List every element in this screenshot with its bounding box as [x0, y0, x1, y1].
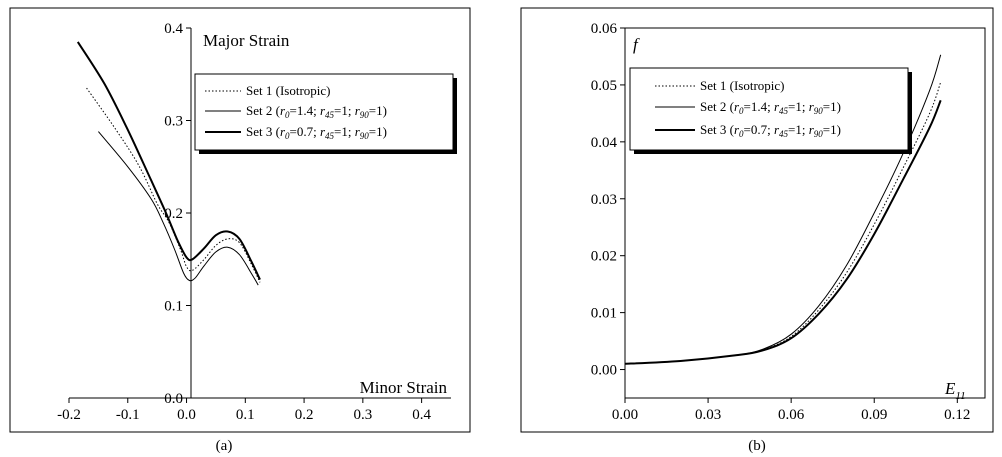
series-line-1	[86, 87, 261, 283]
panel-b-frame	[520, 7, 994, 433]
series-line-3	[624, 99, 942, 365]
series-line-3	[76, 41, 261, 281]
series-group-a	[76, 41, 261, 286]
y-axis-label-b: f	[633, 35, 640, 54]
x-tick-label: 0.00	[612, 407, 638, 423]
y-ticks-a: 0.00.10.20.30.4	[164, 21, 191, 407]
legend-a: Set 1 (Isotropic) Set 2 (r0=1.4; r45=1; …	[194, 73, 457, 154]
y-axis-label-a: Major Strain	[203, 31, 290, 50]
x-tick-label: 0.4	[412, 407, 431, 423]
x-ticks-a: -0.2 -0.1 0.0 0.1 0.2 0.3 0.4	[57, 398, 431, 423]
x-tick-label: -0.1	[116, 407, 140, 423]
legend-b: Set 1 (Isotropic) Set 2 (r0=1.4; r45=1; …	[629, 67, 912, 154]
legend-a-box	[194, 73, 454, 151]
x-tick-label: 0.3	[353, 407, 372, 423]
x-ticks-b: 0.00 0.03 0.06 0.09 0.12	[612, 398, 970, 423]
y-tick-label: 0.00	[591, 363, 617, 379]
y-tick-label: 0.4	[164, 21, 183, 37]
legend-b-label-3: Set 3 (r0=0.7; r45=1; r90=1)	[700, 122, 841, 139]
y-tick-label: 0.06	[591, 21, 618, 37]
x-tick-label: 0.06	[778, 407, 805, 423]
y-tick-label: 0.1	[164, 299, 183, 315]
legend-a-label-3: Set 3 (r0=0.7; r45=1; r90=1)	[246, 124, 387, 141]
y-tick-label: 0.03	[591, 192, 617, 208]
series-group-b	[624, 54, 942, 365]
x-tick-label: 0.1	[236, 407, 255, 423]
legend-b-label-2: Set 2 (r0=1.4; r45=1; r90=1)	[700, 99, 841, 116]
legend-a-label-1: Set 1 (Isotropic)	[246, 83, 330, 98]
legend-b-label-1: Set 1 (Isotropic)	[700, 78, 784, 93]
x-tick-label: 0.12	[944, 407, 970, 423]
x-tick-label: 0.03	[695, 407, 721, 423]
x-tick-label: -0.2	[57, 407, 81, 423]
legend-a-label-2: Set 2 (r0=1.4; r45=1; r90=1)	[246, 103, 387, 120]
y-tick-label: 0.01	[591, 306, 617, 322]
y-tick-label: 0.04	[591, 135, 618, 151]
y-tick-label: 0.02	[591, 249, 617, 265]
y-ticks-b: 0.00 0.01 0.02 0.03 0.04 0.05 0.06	[591, 21, 625, 379]
chart-a: -0.2 -0.1 0.0 0.1 0.2 0.3 0.4 0.00.10.20.30.4 …	[9, 7, 471, 454]
x-tick-label: 0.09	[861, 407, 887, 423]
x-tick-label: 0.0	[177, 407, 196, 423]
x-tick-label: 0.2	[295, 407, 314, 423]
caption-b: (b)	[748, 438, 766, 454]
y-tick-label: 0.05	[591, 78, 617, 94]
legend-b-box	[629, 67, 909, 151]
chart-b: 0.00 0.03 0.06 0.09 0.12 0.000.010.020.030.0…	[520, 7, 994, 454]
y-tick-label: 0.3	[164, 114, 183, 130]
y-tick-label: 0.0	[164, 391, 183, 407]
x-axis-label-b: E11	[944, 379, 966, 402]
x-axis-label-a: Minor Strain	[360, 378, 448, 397]
caption-a: (a)	[216, 438, 233, 454]
plot-b-frame	[624, 27, 986, 399]
series-line-2	[98, 131, 259, 286]
panel-a-frame	[9, 7, 471, 433]
